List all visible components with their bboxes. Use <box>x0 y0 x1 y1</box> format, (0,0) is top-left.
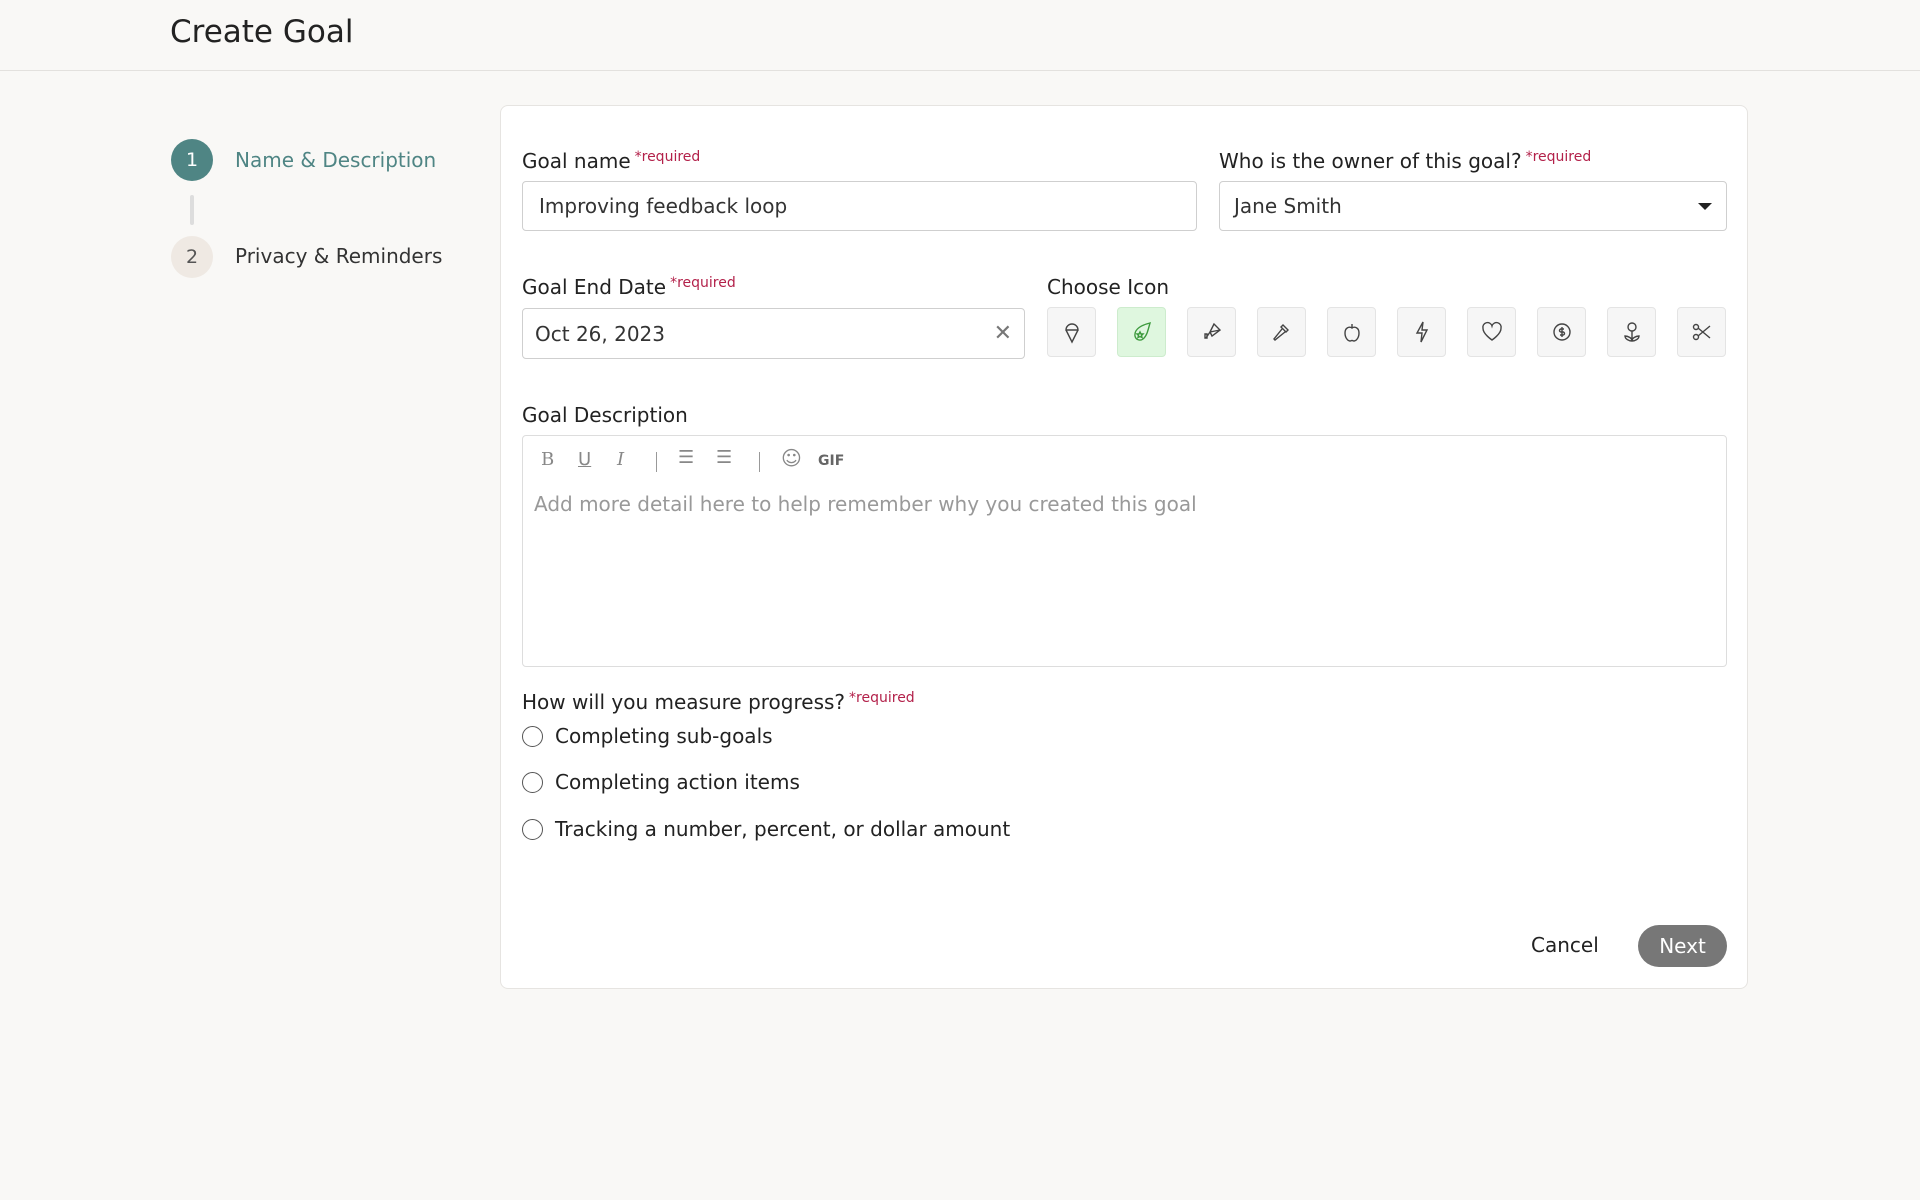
goal-name-label: Goal name *required <box>522 149 701 173</box>
apple-icon[interactable] <box>1327 307 1376 357</box>
measure-label: How will you measure progress? *required <box>522 690 915 714</box>
toolbar-divider <box>759 452 760 472</box>
comet-star-icon[interactable] <box>1117 307 1166 357</box>
step-connector <box>190 195 194 225</box>
caret-down-icon <box>1698 202 1712 210</box>
clear-icon[interactable]: ✕ <box>993 321 1012 346</box>
emoji-icon[interactable]: ☺ <box>781 446 802 470</box>
step-2-number: 2 <box>171 236 213 278</box>
bold-button[interactable]: B <box>541 449 555 470</box>
numbered-list-icon[interactable]: ☰ <box>716 447 733 468</box>
owner-select[interactable]: Jane Smith <box>1219 181 1727 231</box>
description-placeholder: Add more detail here to help remember wh… <box>534 492 1197 516</box>
end-date-input[interactable]: Oct 26, 2023 ✕ <box>522 308 1025 359</box>
flower-icon[interactable] <box>1607 307 1656 357</box>
end-date-label: Goal End Date *required <box>522 275 736 299</box>
radio-sub-goals[interactable]: Completing sub-goals <box>522 724 773 748</box>
kite-icon[interactable] <box>1187 307 1236 357</box>
step-1-label[interactable]: Name & Description <box>235 148 437 172</box>
icon-picker <box>1047 307 1726 357</box>
step-2-label[interactable]: Privacy & Reminders <box>235 244 443 268</box>
radio-action-items[interactable]: Completing action items <box>522 770 800 794</box>
gif-button[interactable]: GIF <box>818 453 845 469</box>
scissors-icon[interactable] <box>1677 307 1726 357</box>
description-editor[interactable] <box>522 435 1727 667</box>
owner-label: Who is the owner of this goal? *required <box>1219 149 1592 173</box>
lightning-icon[interactable] <box>1397 307 1446 357</box>
cancel-button[interactable]: Cancel <box>1531 933 1599 957</box>
heart-icon[interactable] <box>1467 307 1516 357</box>
underline-button[interactable]: U <box>578 449 592 470</box>
page-title: Create Goal <box>170 14 354 50</box>
goal-name-input[interactable]: Improving feedback loop <box>522 181 1197 231</box>
radio-tracking-number[interactable]: Tracking a number, percent, or dollar am… <box>522 817 1010 841</box>
next-button[interactable]: Next <box>1638 925 1727 967</box>
page-header: Create Goal <box>0 0 1920 71</box>
choose-icon-label: Choose Icon <box>1047 275 1170 299</box>
ice-cream-icon[interactable] <box>1047 307 1096 357</box>
step-1-number: 1 <box>171 139 213 181</box>
toolbar-divider <box>656 452 657 472</box>
hammer-icon[interactable] <box>1257 307 1306 357</box>
bullet-list-icon[interactable]: ☰ <box>678 447 695 468</box>
italic-button[interactable]: I <box>617 449 625 470</box>
dollar-badge-icon[interactable] <box>1537 307 1586 357</box>
description-label: Goal Description <box>522 403 688 427</box>
